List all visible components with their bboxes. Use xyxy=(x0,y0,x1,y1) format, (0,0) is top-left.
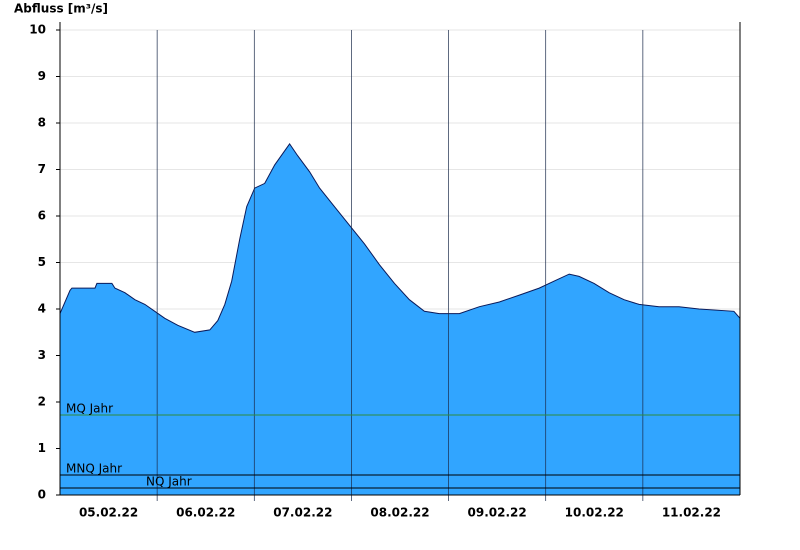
y-tick-label: 7 xyxy=(38,162,46,176)
x-tick-label: 08.02.22 xyxy=(370,506,429,520)
x-tick-label: 09.02.22 xyxy=(468,506,527,520)
y-axis-label: Abfluss [m³/s] xyxy=(14,2,108,16)
y-tick-label: 10 xyxy=(29,23,46,37)
y-tick-label: 9 xyxy=(38,69,46,83)
y-tick-label: 4 xyxy=(38,302,46,316)
x-tick-label: 07.02.22 xyxy=(273,506,332,520)
y-tick-label: 6 xyxy=(38,209,46,223)
reference-label: NQ Jahr xyxy=(146,475,192,489)
y-tick-label: 1 xyxy=(38,441,46,455)
y-tick-label: 2 xyxy=(38,395,46,409)
x-tick-label: 10.02.22 xyxy=(565,506,624,520)
y-tick-label: 5 xyxy=(38,255,46,269)
y-tick-label: 0 xyxy=(38,488,46,502)
y-tick-label: 3 xyxy=(38,348,46,362)
x-tick-label: 05.02.22 xyxy=(79,506,138,520)
reference-label: MQ Jahr xyxy=(66,402,113,416)
area-line xyxy=(59,143,741,333)
area-fill xyxy=(60,143,740,495)
y-tick-label: 8 xyxy=(38,116,46,130)
x-tick-label: 06.02.22 xyxy=(176,506,235,520)
x-tick-label: 11.02.22 xyxy=(662,506,721,520)
reference-label: MNQ Jahr xyxy=(66,462,122,476)
